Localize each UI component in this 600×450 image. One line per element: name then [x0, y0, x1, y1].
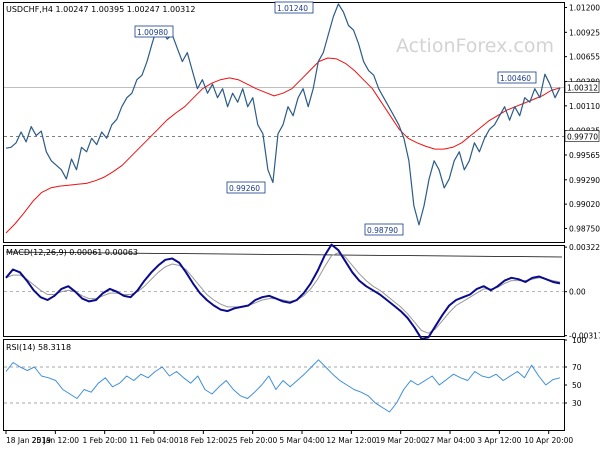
price-tick-label: 1.00110 [569, 102, 600, 111]
rsi-label: RSI(14) 58.3118 [6, 343, 71, 352]
macd-y-axis: 0.00322 0.00 -0.003174 [4, 243, 600, 341]
swing-annotation-label: 1.00460 [500, 74, 531, 83]
price-panel: ActionForex.com USDCHF,H4 1.00247 1.0039… [3, 1, 600, 243]
moving-average-line [5, 57, 561, 234]
swing-annotation-box [274, 1, 314, 14]
swing-annotation-box [134, 25, 174, 38]
swing-annotation-label: 1.00980 [137, 28, 168, 37]
macd-panel-frame [3, 245, 565, 337]
x-tick-label: 25 Feb 20:00 [228, 436, 277, 445]
x-tick-label: 27 Mar 04:00 [425, 436, 475, 445]
x-tick-label: 3 Apr 12:00 [477, 436, 521, 445]
watermark: ActionForex.com [396, 35, 554, 57]
price-tick-label: 1.01200 [569, 4, 600, 13]
x-tick-label: 1 Feb 20:00 [82, 436, 127, 445]
symbol-header: USDCHF,H4 1.00247 1.00395 1.00247 1.0031… [6, 5, 195, 14]
macd-line [5, 243, 561, 340]
x-tick-label: 5 Mar 04:00 [279, 436, 325, 445]
rsi-tick-label: 70 [572, 363, 582, 372]
price-annotations: 1.00980 1.01240 0.99260 0.98790 1.00460 [134, 1, 537, 236]
current-price-box [564, 81, 600, 93]
swing-annotation-box [497, 71, 537, 84]
price-tick-label: 0.99020 [569, 200, 600, 209]
x-tick-label: 19 Mar 20:00 [376, 436, 426, 445]
x-tick-label: 10 Apr 20:00 [524, 436, 573, 445]
price-levels: 1.00312 0.99770 [4, 81, 600, 142]
rsi-y-axis: 100 70 50 30 [564, 336, 587, 408]
swing-annotation-box [226, 181, 266, 194]
swing-annotation-label: 1.01240 [277, 4, 308, 13]
rsi-panel-frame [3, 339, 565, 431]
swing-annotation-box [364, 223, 404, 236]
swing-annotation-label: 0.99260 [229, 184, 260, 193]
x-tick-label: 18 Feb 12:00 [179, 436, 228, 445]
price-line [5, 3, 561, 226]
price-tick-label: 0.99565 [569, 151, 600, 160]
macd-panel: MACD(12,26,9) 0.00061 0.00063 0.003220.0… [3, 243, 600, 341]
price-tick-label: 1.00925 [569, 28, 600, 37]
rsi-tick-label: 50 [572, 381, 582, 390]
rsi-series [5, 359, 561, 413]
rsi-tick-label: 30 [572, 399, 582, 408]
support-level-label: 0.99770 [567, 132, 598, 141]
x-tick-label: 11 Feb 04:00 [129, 436, 178, 445]
x-tick-label: 18 Jan 2019 [6, 436, 51, 445]
price-tick-label: 0.98750 [569, 224, 600, 233]
price-series [5, 3, 561, 234]
x-tick-label: 25 Jan 12:00 [32, 436, 80, 445]
macd-tick-label: 0.00322 [569, 243, 600, 252]
macd-trend-line [5, 251, 563, 258]
price-tick-label: 0.99290 [569, 176, 600, 185]
macd-tick-label: -0.003174 [569, 332, 600, 341]
current-price-label: 1.00312 [567, 84, 598, 93]
macd-series [5, 243, 561, 340]
swing-annotation-label: 0.98790 [367, 226, 398, 235]
macd-tick-label: 0.00 [569, 288, 586, 297]
support-level-box [564, 130, 600, 142]
x-tick-label: 12 Mar 12:00 [326, 436, 376, 445]
rsi-line [5, 359, 561, 413]
price-tick-label: 1.00655 [569, 53, 600, 62]
rsi-tick-label: 100 [572, 336, 587, 345]
price-y-axis: 1.012001.009251.006551.003801.001100.998… [564, 4, 600, 233]
rsi-panel: RSI(14) 58.3118 100 70 50 30 [3, 336, 587, 431]
